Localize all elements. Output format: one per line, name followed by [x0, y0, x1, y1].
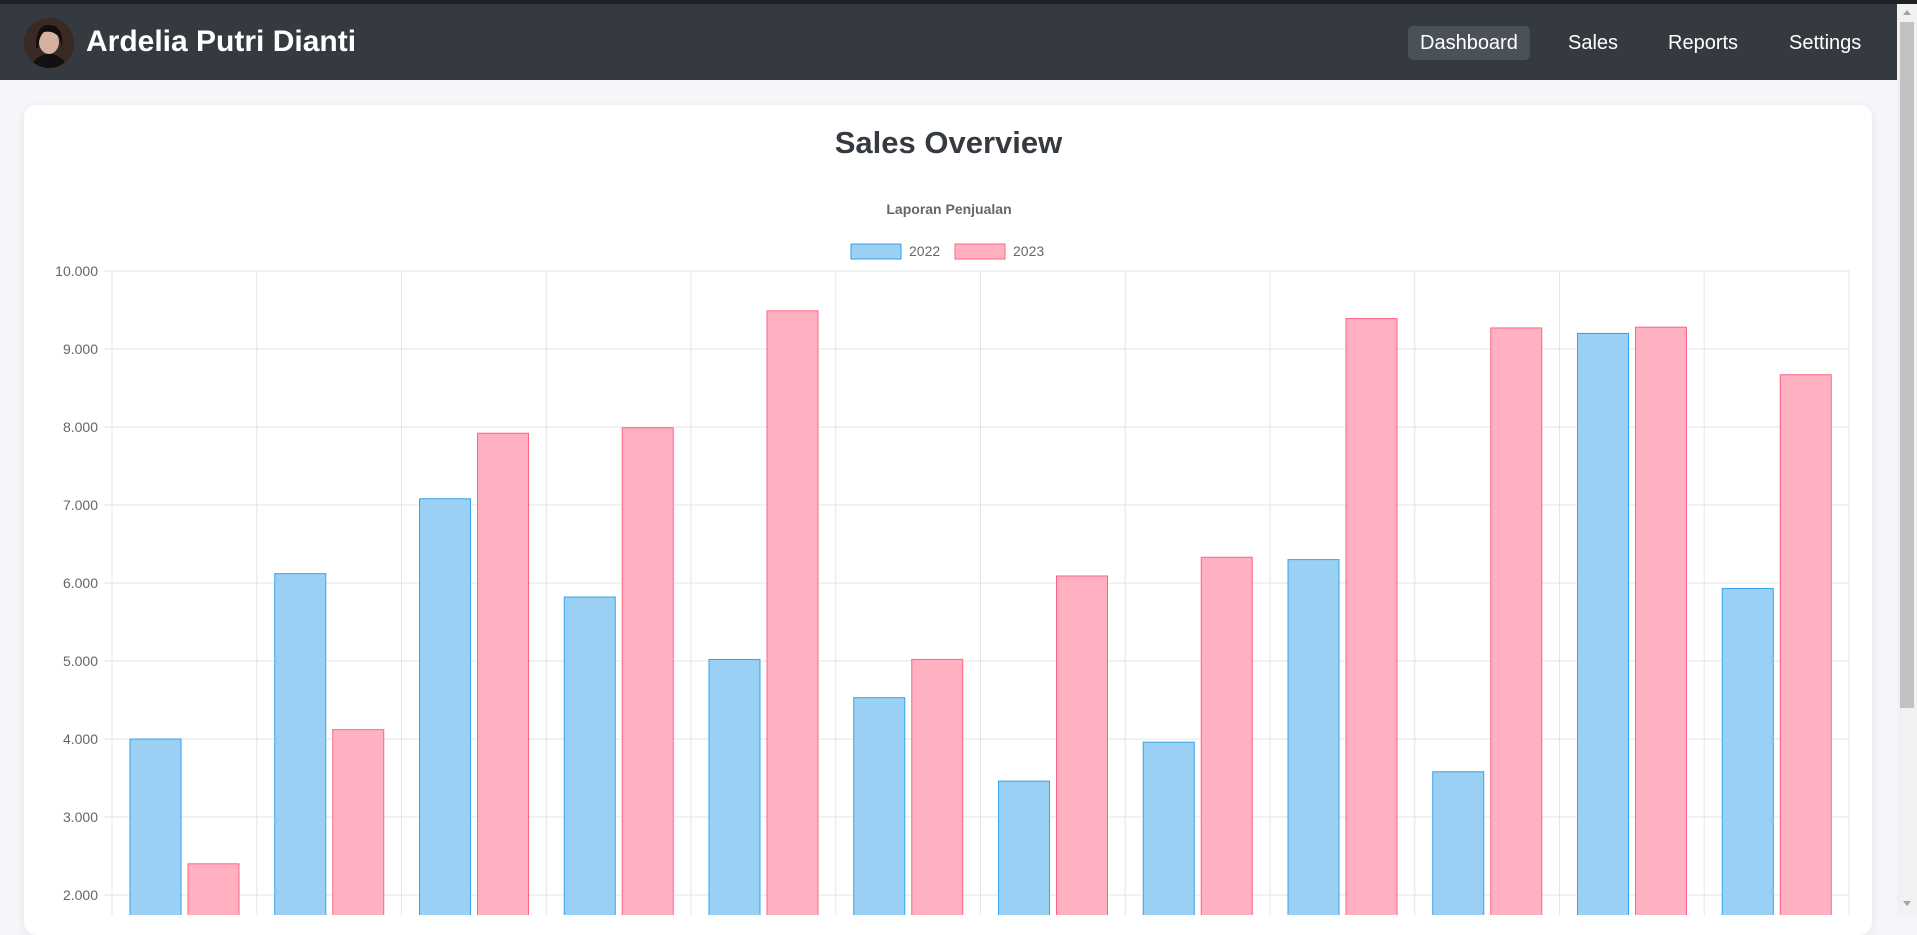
scrollbar-thumb[interactable]: [1900, 22, 1914, 708]
y-tick-label: 9.000: [63, 341, 98, 357]
chart-title: Laporan Penjualan: [886, 201, 1011, 217]
y-tick-label: 6.000: [63, 575, 98, 591]
bar-2022-11: [1577, 332, 1629, 915]
bar-2022-1: [129, 738, 182, 915]
legend-swatch-2023: [954, 243, 1006, 260]
bar-2022-6: [853, 697, 906, 915]
profile-photo: [24, 18, 74, 68]
bar-2022-12: [1721, 587, 1774, 915]
bar-2023-3: [477, 432, 529, 915]
y-tick-label: 5.000: [63, 653, 98, 669]
scroll-down-arrow-icon[interactable]: [1903, 901, 1911, 906]
bar-2023-9: [1345, 318, 1398, 915]
bar-2023-1: [187, 863, 240, 915]
bar-2022-4: [563, 596, 616, 915]
bar-2023-7: [1056, 575, 1108, 915]
bar-2022-5: [708, 658, 761, 915]
brand-name[interactable]: Ardelia Putri Dianti: [86, 25, 357, 58]
nav-reports[interactable]: Reports: [1668, 32, 1739, 54]
bar-2022-7: [998, 780, 1050, 915]
page-title: Sales Overview: [834, 125, 1063, 160]
bar-2022-3: [419, 498, 471, 915]
bar-2023-11: [1635, 326, 1687, 915]
bar-2023-2: [332, 729, 385, 915]
y-tick-label: 8.000: [63, 419, 98, 435]
bar-2023-6: [911, 658, 964, 915]
y-tick-label: 3.000: [63, 809, 98, 825]
legend-label-2022: 2022: [909, 243, 940, 259]
bar-2023-4: [621, 427, 674, 915]
bar-2022-10: [1432, 771, 1485, 915]
scroll-up-arrow-icon[interactable]: [1903, 10, 1911, 15]
y-tick-label: 4.000: [63, 731, 98, 747]
bar-2022-2: [274, 573, 327, 915]
bar-2023-5: [766, 310, 819, 915]
legend-label-2023: 2023: [1013, 243, 1044, 259]
top-navbar: Ardelia Putri Dianti Dashboard Sales Rep…: [0, 4, 1897, 80]
bar-2023-12: [1779, 374, 1832, 915]
nav-settings[interactable]: Settings: [1789, 32, 1862, 54]
y-tick-label: 2.000: [63, 887, 98, 903]
avatar[interactable]: [24, 18, 74, 68]
bar-2023-8: [1200, 556, 1253, 915]
bar-2022-8: [1142, 741, 1195, 915]
y-tick-label: 10.000: [55, 263, 98, 279]
nav-sales[interactable]: Sales: [1568, 32, 1619, 54]
bar-2023-10: [1490, 327, 1543, 915]
y-tick-label: 7.000: [63, 497, 98, 513]
legend-swatch-2022: [850, 243, 902, 260]
bar-2022-9: [1287, 559, 1340, 915]
sales-bar-chart: Laporan Penjualan 2022 2023 2.000 3.000 4.000…: [55, 201, 1850, 915]
window-top-edge: [0, 0, 1917, 4]
nav-dashboard[interactable]: Dashboard: [1408, 26, 1530, 60]
